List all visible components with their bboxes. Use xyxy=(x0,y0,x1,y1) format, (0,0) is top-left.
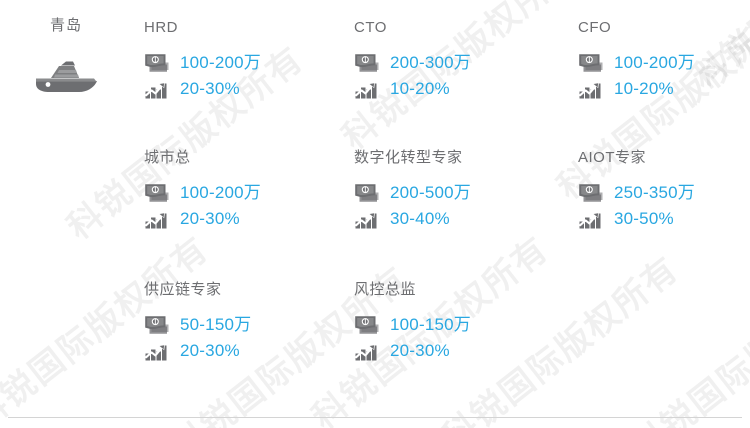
increase-metric-row: 20-30% xyxy=(144,338,354,364)
role-card[interactable]: CFO 100-200万 10-20% xyxy=(578,18,750,102)
role-title: HRD xyxy=(144,19,178,36)
role-title: 供应链专家 xyxy=(144,281,222,298)
banknotes-icon xyxy=(354,52,380,74)
role-card[interactable]: 数字化转型专家 200-500万 30-40% xyxy=(354,148,564,232)
bottom-divider xyxy=(8,417,742,418)
salary-metric-row: 50-150万 xyxy=(144,312,354,338)
bar-chart-growth-icon xyxy=(354,78,380,100)
salary-metric-row: 250-350万 xyxy=(578,180,750,206)
banknotes-icon xyxy=(144,314,170,336)
bar-chart-growth-icon xyxy=(354,208,380,230)
increase-metric-row: 10-20% xyxy=(578,76,750,102)
salary-metric-row: 100-200万 xyxy=(144,50,354,76)
salary-value: 200-300万 xyxy=(390,53,471,72)
salary-value: 100-200万 xyxy=(180,183,261,202)
increase-value: 20-30% xyxy=(180,209,240,228)
increase-metric-row: 30-40% xyxy=(354,206,564,232)
salary-metric-row: 200-500万 xyxy=(354,180,564,206)
salary-value: 250-350万 xyxy=(614,183,695,202)
role-metrics: 250-350万 30-50% xyxy=(578,180,750,232)
role-title: CTO xyxy=(354,19,387,36)
role-metrics: 200-500万 30-40% xyxy=(354,180,564,232)
bar-chart-growth-icon xyxy=(578,208,604,230)
role-title: 风控总监 xyxy=(354,281,417,298)
banknotes-icon xyxy=(578,52,604,74)
salary-value: 100-200万 xyxy=(614,53,695,72)
banknotes-icon xyxy=(354,182,380,204)
increase-value: 20-30% xyxy=(390,341,450,360)
roles-grid: HRD 100-200万 20-30% CTO 200-300万 10-20% CFO 100… xyxy=(132,0,750,400)
role-metrics: 100-200万 20-30% xyxy=(144,50,354,102)
role-title: 城市总 xyxy=(144,149,191,166)
city-block: 青岛 xyxy=(0,16,132,96)
role-card[interactable]: 供应链专家 50-150万 20-30% xyxy=(144,280,354,364)
bar-chart-growth-icon xyxy=(144,78,170,100)
banknotes-icon xyxy=(144,52,170,74)
increase-value: 10-20% xyxy=(390,79,450,98)
role-title: 数字化转型专家 xyxy=(354,149,463,166)
salary-metric-row: 100-200万 xyxy=(144,180,354,206)
bar-chart-growth-icon xyxy=(354,340,380,362)
increase-metric-row: 20-30% xyxy=(144,76,354,102)
increase-value: 30-50% xyxy=(614,209,674,228)
salary-metric-row: 100-200万 xyxy=(578,50,750,76)
increase-value: 20-30% xyxy=(180,79,240,98)
role-card[interactable]: CTO 200-300万 10-20% xyxy=(354,18,564,102)
increase-metric-row: 10-20% xyxy=(354,76,564,102)
role-metrics: 50-150万 20-30% xyxy=(144,312,354,364)
role-card[interactable]: HRD 100-200万 20-30% xyxy=(144,18,354,102)
bar-chart-growth-icon xyxy=(144,340,170,362)
role-title: AIOT专家 xyxy=(578,149,647,166)
increase-metric-row: 30-50% xyxy=(578,206,750,232)
increase-metric-row: 20-30% xyxy=(354,338,564,364)
bar-chart-growth-icon xyxy=(578,78,604,100)
banknotes-icon xyxy=(354,314,380,336)
salary-metric-row: 200-300万 xyxy=(354,50,564,76)
role-metrics: 100-200万 10-20% xyxy=(578,50,750,102)
salary-value: 200-500万 xyxy=(390,183,471,202)
role-metrics: 200-300万 10-20% xyxy=(354,50,564,102)
role-card[interactable]: 风控总监 100-150万 20-30% xyxy=(354,280,564,364)
role-card[interactable]: 城市总 100-200万 20-30% xyxy=(144,148,354,232)
role-metrics: 100-150万 20-30% xyxy=(354,312,564,364)
banknotes-icon xyxy=(144,182,170,204)
salary-metric-row: 100-150万 xyxy=(354,312,564,338)
increase-metric-row: 20-30% xyxy=(144,206,354,232)
role-title: CFO xyxy=(578,19,612,36)
cruise-ship-icon xyxy=(0,56,132,96)
salary-value: 100-150万 xyxy=(390,315,471,334)
city-name: 青岛 xyxy=(49,17,82,34)
banknotes-icon xyxy=(578,182,604,204)
salary-value: 50-150万 xyxy=(180,315,252,334)
increase-value: 20-30% xyxy=(180,341,240,360)
role-card[interactable]: AIOT专家 250-350万 30-50% xyxy=(578,148,750,232)
increase-value: 30-40% xyxy=(390,209,450,228)
bar-chart-growth-icon xyxy=(144,208,170,230)
salary-value: 100-200万 xyxy=(180,53,261,72)
increase-value: 10-20% xyxy=(614,79,674,98)
role-metrics: 100-200万 20-30% xyxy=(144,180,354,232)
